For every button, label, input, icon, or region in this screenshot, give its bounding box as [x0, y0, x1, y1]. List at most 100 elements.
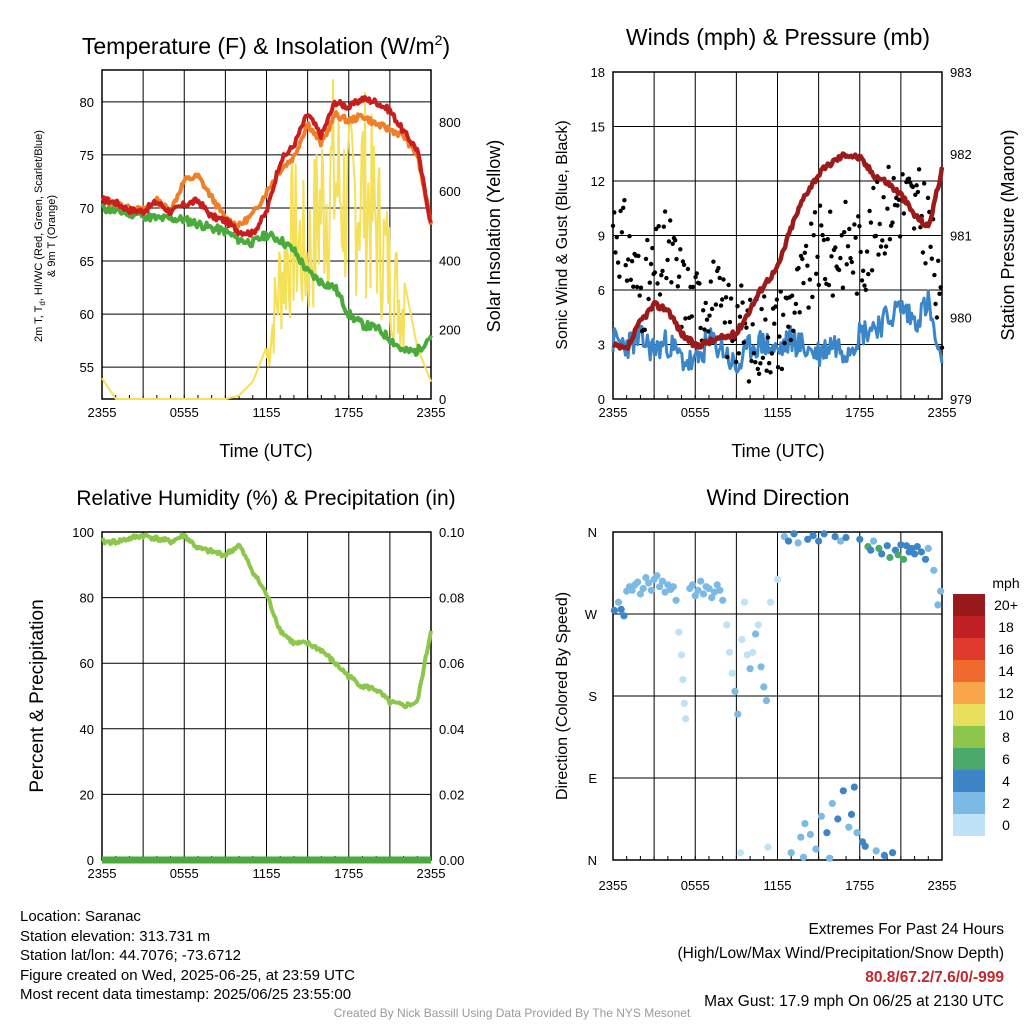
- temp-y2tick-label-0: 0: [439, 392, 446, 407]
- gust-point: [621, 205, 626, 210]
- gust-point: [767, 361, 772, 366]
- direction-point: [760, 683, 768, 691]
- wind-direction-title: Wind Direction: [706, 485, 849, 510]
- gust-point: [848, 256, 853, 261]
- dir-ytick-label-2: S: [588, 689, 597, 704]
- direction-point: [634, 578, 642, 586]
- direction-point: [757, 663, 765, 671]
- gust-point: [915, 189, 921, 195]
- gust-point: [815, 254, 820, 259]
- direction-point: [705, 584, 713, 593]
- gust-point: [612, 210, 617, 215]
- direction-point: [645, 579, 653, 587]
- gust-point: [765, 335, 771, 340]
- credit-line: Created By Nick Bassill Using Data Provi…: [333, 1006, 691, 1020]
- gust-point: [858, 249, 863, 255]
- gust-point: [856, 214, 861, 219]
- gust-point: [928, 244, 933, 249]
- wind-ytick-label-1: 3: [598, 338, 605, 353]
- gust-point: [796, 265, 801, 271]
- gust-point: [829, 254, 834, 259]
- direction-point: [713, 581, 721, 589]
- gust-point: [646, 296, 651, 302]
- direction-point: [708, 594, 716, 602]
- winds-x-axis-label: Time (UTC): [731, 441, 824, 461]
- winds-y-axis-label: Sonic Wind & Gust (Blue, Black): [554, 120, 571, 349]
- temp-ytick-label-0: 55: [80, 360, 94, 375]
- legend-swatch-2: [953, 638, 985, 660]
- direction-point: [806, 830, 815, 839]
- direction-point: [773, 575, 782, 584]
- gust-point: [854, 291, 860, 296]
- legend-label-0: 20+: [994, 597, 1018, 613]
- gust-point: [833, 245, 838, 250]
- direction-point: [743, 651, 751, 659]
- gust-point: [871, 185, 876, 191]
- dir-ytick-label-0: N: [588, 525, 597, 540]
- direction-point: [799, 853, 808, 861]
- direction-point: [831, 533, 839, 541]
- gust-point: [629, 259, 635, 264]
- direction-point: [837, 537, 845, 545]
- gust-point: [803, 243, 809, 249]
- gust-point: [805, 263, 810, 268]
- gust-point: [913, 192, 918, 197]
- gust-point: [670, 241, 675, 246]
- gust-point: [825, 237, 830, 242]
- dir-ytick-label-1: W: [585, 607, 598, 622]
- wind-direction-panel: Wind Direction 2355 0555 1155 1755 2355NWSEN…: [554, 485, 1020, 893]
- extremes-summary: Extremes For Past 24 Hours (High/Low/Max…: [678, 918, 1005, 1014]
- winds-panel: Winds (mph) & Pressure (mb) 2355 0555 1155…: [554, 24, 1018, 461]
- gust-point: [934, 315, 940, 320]
- direction-point: [897, 541, 905, 549]
- direction-point: [797, 833, 805, 841]
- gust-point: [704, 317, 710, 322]
- gust-point: [676, 274, 682, 279]
- dir-frame: [612, 531, 943, 861]
- gust-point: [939, 345, 945, 350]
- gust-point: [725, 354, 730, 360]
- gust-point: [896, 197, 901, 202]
- direction-point: [628, 586, 636, 594]
- gust-point: [615, 260, 621, 265]
- rh-y2tick-label-3: 0.06: [439, 656, 464, 671]
- direction-point: [883, 542, 891, 550]
- wind-xtick-label-3: 1755: [845, 405, 874, 420]
- gust-point: [746, 379, 752, 384]
- wind-y2tick-label-2: 981: [950, 229, 972, 244]
- gust-point: [763, 317, 768, 322]
- gust-point: [778, 289, 783, 294]
- gust-point: [788, 337, 793, 343]
- direction-point: [845, 823, 853, 831]
- gust-point: [814, 271, 819, 276]
- direction-point: [921, 555, 930, 563]
- gust-point: [693, 274, 698, 280]
- gust-point: [806, 305, 811, 310]
- gust-point: [708, 279, 713, 284]
- gust-point: [897, 234, 903, 239]
- gust-point: [739, 283, 744, 288]
- temp-xtick-label-2: 1155: [253, 405, 281, 420]
- gust-point: [650, 245, 655, 251]
- rh-xtick-label-3: 1755: [334, 866, 363, 881]
- legend-swatch-8: [953, 770, 985, 792]
- gust-point: [702, 327, 707, 332]
- rh-y2tick-label-1: 0.02: [439, 787, 464, 802]
- gust-point: [901, 211, 907, 216]
- gust-point: [876, 252, 881, 257]
- wind-y2tick-label-1: 980: [950, 310, 972, 325]
- relative-humidity-line: [101, 532, 433, 710]
- gust-point: [914, 183, 919, 188]
- direction-point: [716, 586, 724, 594]
- max-gust: Max Gust: 17.9 mph On 06/25 at 2130 UTC: [704, 993, 1004, 1010]
- extremes-subtitle: (High/Low/Max Wind/Precipitation/Snow De…: [677, 945, 1005, 962]
- extremes-values: 80.8/67.2/7.6/0/-999: [865, 969, 1004, 986]
- gust-point: [618, 208, 623, 214]
- gust-point: [642, 327, 647, 332]
- gust-point: [698, 325, 703, 331]
- wind-ytick-label-5: 15: [591, 120, 605, 135]
- gust-point: [867, 208, 872, 214]
- direction-point: [850, 783, 858, 791]
- direction-point: [731, 687, 739, 696]
- direction-point: [900, 555, 908, 563]
